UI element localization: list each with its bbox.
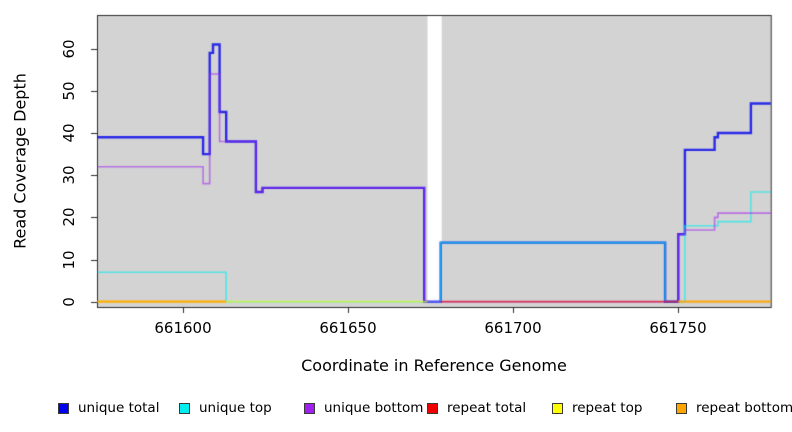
repeat-total-swatch-icon <box>427 402 438 414</box>
y-tick-label-20: 20 <box>60 207 78 227</box>
legend-item-repeat-bottom: repeat bottom <box>676 399 792 417</box>
x-tick-label-661600: 661600 <box>154 319 212 337</box>
legend-label: repeat bottom <box>696 400 792 416</box>
y-tick-label-30: 30 <box>60 165 78 185</box>
legend-label: repeat total <box>447 400 527 416</box>
x-tick-label-661650: 661650 <box>319 319 377 337</box>
repeat-bottom-swatch-icon <box>676 402 687 414</box>
legend-item-unique-total: unique total <box>58 399 159 417</box>
unique-top-swatch-icon <box>179 402 190 414</box>
legend-item-unique-bottom: unique bottom <box>304 399 423 417</box>
unique-total-swatch-icon <box>58 402 69 414</box>
legend-label: unique total <box>78 400 160 416</box>
y-axis-title: Read Coverage Depth <box>10 73 30 249</box>
legend-label: unique top <box>199 400 272 416</box>
legend-item-repeat-total: repeat total <box>427 399 526 417</box>
repeat-top-swatch-icon <box>552 402 563 414</box>
y-tick-label-10: 10 <box>60 250 78 270</box>
legend-label: unique bottom <box>324 400 424 416</box>
unique-bottom-swatch-icon <box>304 402 315 414</box>
y-tick-label-50: 50 <box>60 81 78 101</box>
x-axis-title: Coordinate in Reference Genome <box>301 356 567 375</box>
legend-item-repeat-top: repeat top <box>552 399 642 417</box>
y-tick-label-0: 0 <box>60 297 78 307</box>
legend-label: repeat top <box>572 400 643 416</box>
x-tick-label-661700: 661700 <box>484 319 542 337</box>
y-tick-label-60: 60 <box>60 39 78 59</box>
x-tick-label-661750: 661750 <box>649 319 707 337</box>
y-tick-label-40: 40 <box>60 123 78 143</box>
legend-item-unique-top: unique top <box>179 399 272 417</box>
